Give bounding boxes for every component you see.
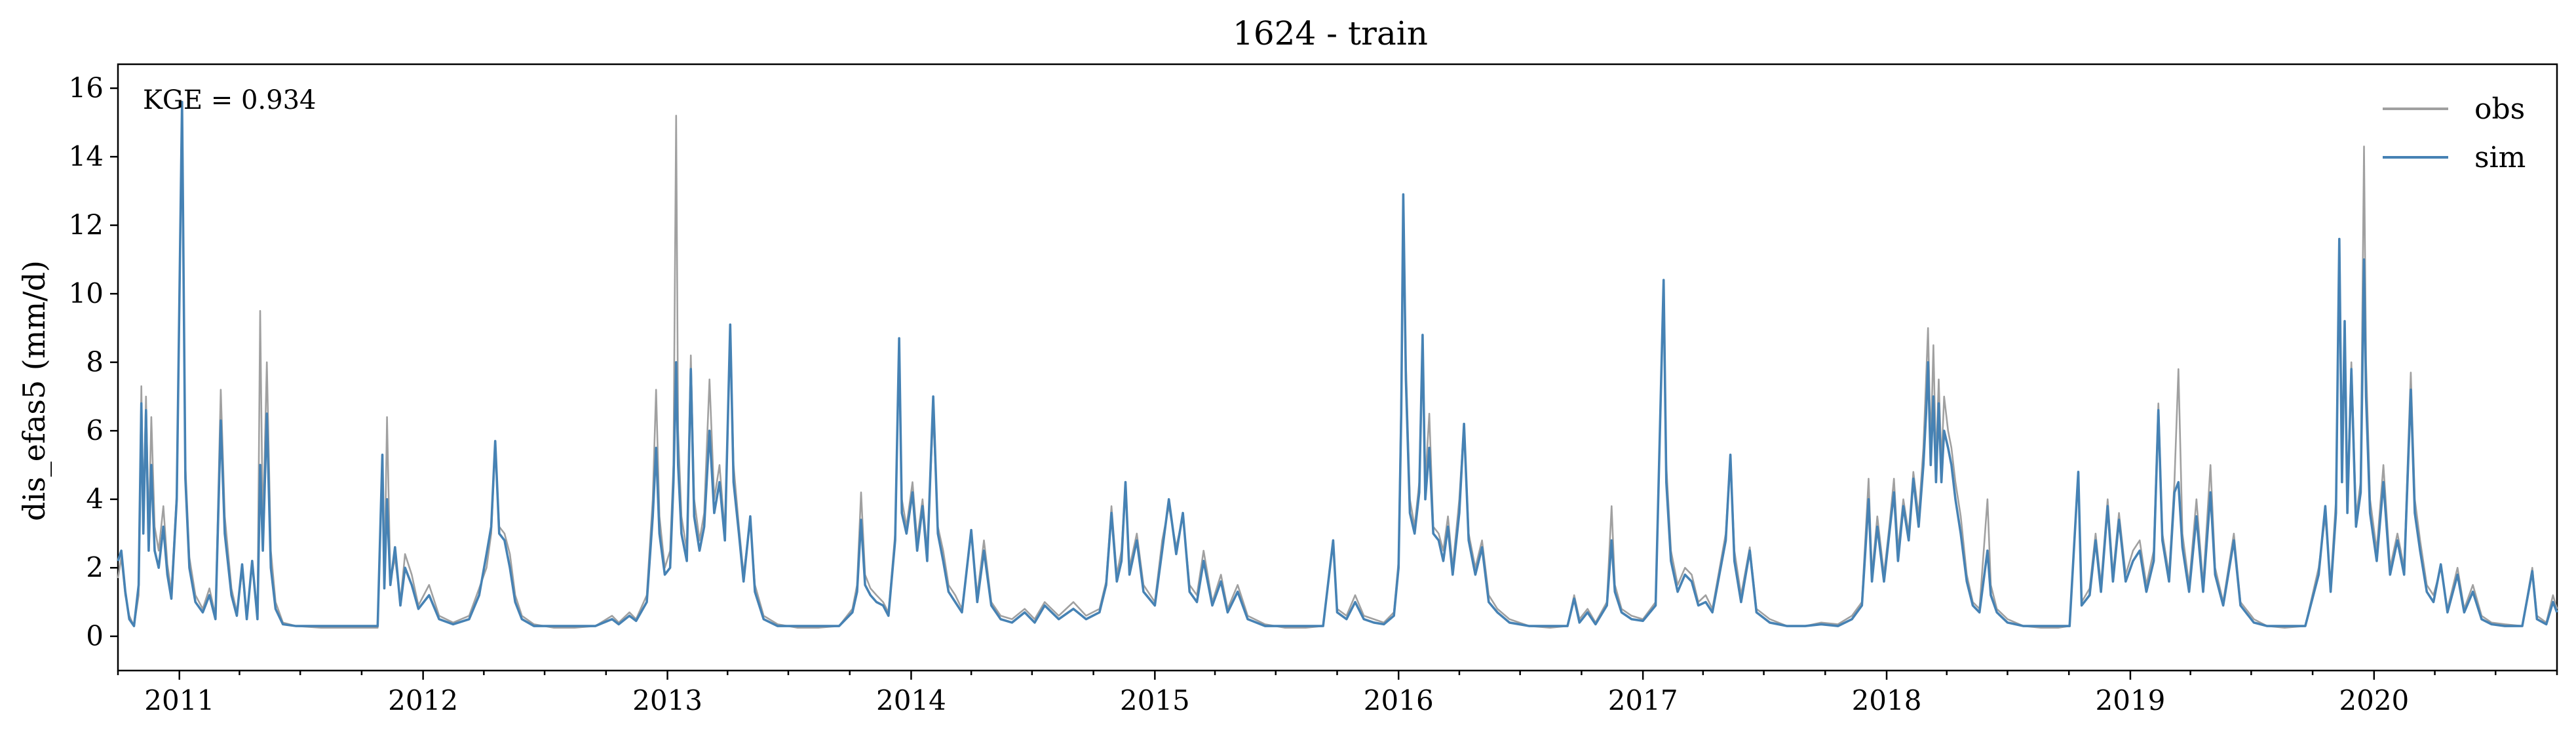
y-tick-label: 14 xyxy=(69,140,104,172)
y-tick-label: 4 xyxy=(86,483,104,515)
y-tick-label: 2 xyxy=(86,551,104,583)
x-tick-label: 2016 xyxy=(1364,684,1434,716)
y-tick-label: 6 xyxy=(86,414,104,446)
x-tick-label: 2012 xyxy=(388,684,458,716)
legend-label-sim: sim xyxy=(2474,141,2526,174)
x-ticks: 2011 2012 2013 2014 2015 2016 2017 2018 2019 2020 xyxy=(117,671,2558,716)
y-tick-label: 8 xyxy=(86,346,104,378)
x-tick-label: 2018 xyxy=(1852,684,1922,716)
x-tick-label: 2013 xyxy=(632,684,702,716)
series-layer xyxy=(117,100,2558,629)
y-tick-label: 16 xyxy=(69,72,104,104)
legend-label-obs: obs xyxy=(2474,92,2525,126)
y-tick-label: 10 xyxy=(69,277,104,309)
x-tick-label: 2015 xyxy=(1120,684,1190,716)
y-ticks: 0 2 4 6 8 10 12 14 16 xyxy=(69,72,118,652)
series-line-obs xyxy=(117,107,2558,629)
series-line-sim xyxy=(117,100,2558,627)
y-tick-label: 12 xyxy=(69,209,104,241)
x-tick-label: 2011 xyxy=(144,684,214,716)
legend: obs sim xyxy=(2383,92,2526,174)
x-tick-label: 2014 xyxy=(876,684,946,716)
x-tick-label: 2019 xyxy=(2095,684,2165,716)
y-axis-label: dis_efas5 (mm/d) xyxy=(16,260,52,521)
x-tick-label: 2020 xyxy=(2339,684,2409,716)
kge-annotation: KGE = 0.934 xyxy=(143,85,317,115)
chart-title: 1624 - train xyxy=(1233,14,1428,52)
y-tick-label: 0 xyxy=(86,620,104,652)
x-tick-label: 2017 xyxy=(1608,684,1678,716)
